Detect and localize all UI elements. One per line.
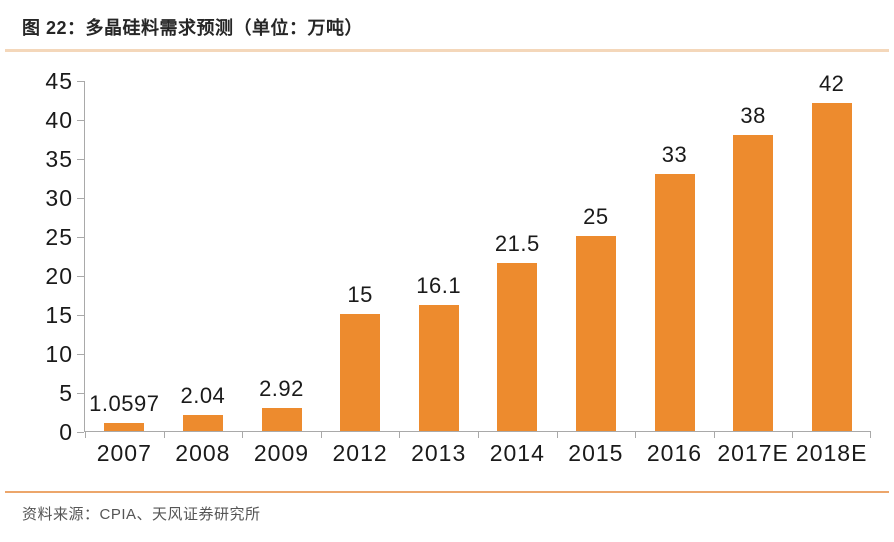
x-tick-mark	[320, 431, 322, 438]
x-axis-label: 2013	[411, 440, 467, 466]
bar	[654, 173, 695, 431]
bar-value-label: 25	[583, 204, 609, 229]
y-tick-label: 5	[59, 380, 73, 406]
bar	[340, 314, 381, 431]
x-axis-label: 2015	[568, 440, 624, 466]
y-tick-label: 15	[45, 302, 73, 328]
bar	[261, 408, 302, 431]
x-axis-label: 2008	[175, 440, 231, 466]
x-tick-mark	[556, 431, 558, 438]
plot-area: 0 5 10 15 20 25 30 35 40 45 1.0597 2007 2.04 2008 2.92…	[45, 69, 871, 466]
x-tick-mark	[242, 431, 244, 438]
source-note: 资料来源：CPIA、天风证券研究所	[22, 506, 261, 523]
y-tick-label: 40	[45, 107, 73, 133]
bar-value-label: 15	[347, 282, 373, 307]
y-tick-label: 10	[45, 341, 73, 367]
bar-value-label: 21.5	[494, 231, 540, 257]
x-tick-mark	[163, 431, 165, 438]
x-axis-label: 2017E	[717, 440, 789, 466]
y-tick-mark	[77, 158, 84, 160]
bar-value-label: 38	[740, 102, 766, 128]
bar	[811, 103, 852, 431]
y-tick-label: 25	[45, 224, 73, 250]
bar	[418, 305, 459, 431]
x-tick-mark	[792, 431, 794, 438]
bar	[733, 134, 774, 431]
x-axis-label: 2009	[253, 440, 310, 466]
y-tick-mark	[77, 119, 84, 121]
y-tick-label: 0	[59, 419, 73, 445]
bar-value-label: 33	[661, 141, 688, 167]
y-tick-mark	[77, 431, 84, 433]
bar-value-label: 2.92	[259, 376, 304, 402]
bar-value-label: 1.0597	[89, 390, 160, 416]
y-tick-label: 35	[45, 146, 73, 172]
x-tick-mark	[713, 431, 715, 438]
y-tick-mark	[77, 353, 84, 355]
y-tick-mark	[77, 275, 84, 277]
x-tick-mark	[635, 431, 637, 438]
x-tick-mark	[85, 431, 86, 438]
bar	[104, 422, 145, 431]
x-axis-label: 2016	[646, 440, 703, 466]
y-tick-label: 20	[45, 263, 73, 289]
x-axis-label: 2018E	[795, 440, 868, 466]
y-tick-mark	[77, 392, 84, 394]
bar-value-label: 42	[818, 71, 845, 97]
x-tick-mark	[399, 431, 401, 438]
x-tick-mark	[478, 431, 479, 438]
y-tick-mark	[77, 197, 84, 199]
bar-value-label: 2.04	[180, 383, 226, 409]
y-tick-mark	[77, 314, 84, 316]
x-axis-label: 2012	[332, 440, 388, 466]
bar-value-label: 16.1	[416, 273, 462, 299]
bar	[575, 236, 616, 431]
y-tick-label: 45	[45, 68, 73, 94]
x-axis-label: 2007	[96, 440, 152, 466]
x-axis-label: 2014	[489, 440, 545, 466]
footer-divider	[5, 491, 889, 493]
title-divider	[5, 49, 889, 52]
y-tick-mark	[77, 80, 84, 82]
bar	[182, 415, 223, 431]
x-tick-mark	[870, 431, 871, 438]
y-tick-mark	[77, 236, 84, 238]
y-tick-label: 30	[45, 185, 73, 211]
chart-title: 图 22：多晶硅料需求预测（单位：万吨）	[22, 18, 364, 38]
bar	[497, 263, 538, 431]
